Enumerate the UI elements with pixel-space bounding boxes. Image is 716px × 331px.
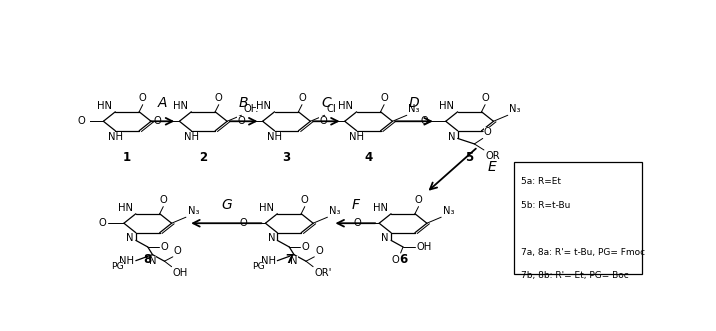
- Text: N: N: [149, 256, 156, 266]
- Text: NH: NH: [119, 256, 134, 266]
- Text: O: O: [98, 218, 106, 228]
- Text: 3: 3: [282, 151, 291, 164]
- Text: O: O: [240, 218, 248, 228]
- Text: OH: OH: [417, 242, 432, 252]
- Bar: [514, 162, 642, 274]
- Text: HN: HN: [173, 101, 188, 111]
- Text: O: O: [301, 195, 309, 205]
- Text: O: O: [78, 116, 86, 126]
- Text: N: N: [268, 233, 275, 244]
- Text: 1: 1: [123, 151, 131, 164]
- Text: O: O: [415, 195, 422, 205]
- Text: 5b: R=t-Bu: 5b: R=t-Bu: [521, 201, 570, 210]
- Text: PG: PG: [252, 262, 265, 271]
- Text: O: O: [215, 93, 223, 103]
- Text: 7a, 8a: R'= t-Bu, PG= Fmoc: 7a, 8a: R'= t-Bu, PG= Fmoc: [521, 248, 645, 257]
- Text: O: O: [420, 116, 428, 126]
- Text: O: O: [301, 242, 309, 252]
- Text: PG: PG: [111, 262, 124, 271]
- Text: HN: HN: [256, 101, 271, 111]
- Text: N: N: [382, 233, 389, 244]
- Text: O: O: [298, 93, 306, 103]
- Text: HN: HN: [117, 203, 132, 213]
- Text: HN: HN: [339, 101, 354, 111]
- Text: O: O: [174, 246, 182, 256]
- Text: NH: NH: [261, 256, 276, 266]
- Text: O: O: [160, 242, 168, 252]
- Text: N₃: N₃: [443, 207, 455, 216]
- Text: O: O: [354, 218, 362, 228]
- Text: 4: 4: [364, 151, 373, 164]
- Text: N₃: N₃: [329, 207, 341, 216]
- Text: N: N: [448, 131, 455, 142]
- Text: HN: HN: [259, 203, 274, 213]
- Text: N: N: [290, 256, 298, 266]
- Text: O: O: [160, 195, 167, 205]
- Text: G: G: [221, 198, 232, 212]
- Text: 7b, 8b: R'= Et, PG= Boc: 7b, 8b: R'= Et, PG= Boc: [521, 271, 629, 280]
- Text: B: B: [239, 96, 248, 110]
- Text: 5: 5: [465, 151, 474, 164]
- Text: 7: 7: [285, 253, 294, 265]
- Text: F: F: [352, 198, 359, 212]
- Text: 6: 6: [399, 253, 407, 265]
- Text: N₃: N₃: [188, 207, 199, 216]
- Text: O: O: [154, 116, 162, 126]
- Text: E: E: [488, 160, 497, 174]
- Text: OR': OR': [314, 268, 332, 278]
- Text: NH: NH: [267, 132, 282, 142]
- Text: O: O: [316, 246, 323, 256]
- Text: O: O: [237, 116, 245, 126]
- Text: O: O: [139, 93, 147, 103]
- Text: O: O: [484, 127, 492, 137]
- Text: HN: HN: [373, 203, 388, 213]
- Text: OH: OH: [173, 268, 188, 278]
- Text: NH: NH: [184, 132, 199, 142]
- Text: Cl: Cl: [326, 105, 336, 115]
- Text: O: O: [319, 116, 327, 126]
- Text: N₃: N₃: [510, 105, 521, 115]
- Text: 2: 2: [199, 151, 208, 164]
- Text: N: N: [126, 233, 134, 244]
- Text: N₃: N₃: [408, 105, 420, 115]
- Text: NH: NH: [108, 132, 123, 142]
- Text: C: C: [321, 96, 332, 110]
- Text: 8: 8: [144, 253, 152, 265]
- Text: HN: HN: [440, 101, 455, 111]
- Text: O: O: [380, 93, 388, 103]
- Text: O: O: [392, 255, 400, 264]
- Text: OR: OR: [485, 151, 500, 161]
- Text: NH: NH: [349, 132, 364, 142]
- Text: OH: OH: [243, 105, 258, 115]
- Text: A: A: [158, 96, 168, 110]
- Text: 5a: R=Et: 5a: R=Et: [521, 177, 561, 186]
- Text: O: O: [481, 93, 489, 103]
- Text: HN: HN: [97, 101, 112, 111]
- Text: D: D: [409, 96, 420, 110]
